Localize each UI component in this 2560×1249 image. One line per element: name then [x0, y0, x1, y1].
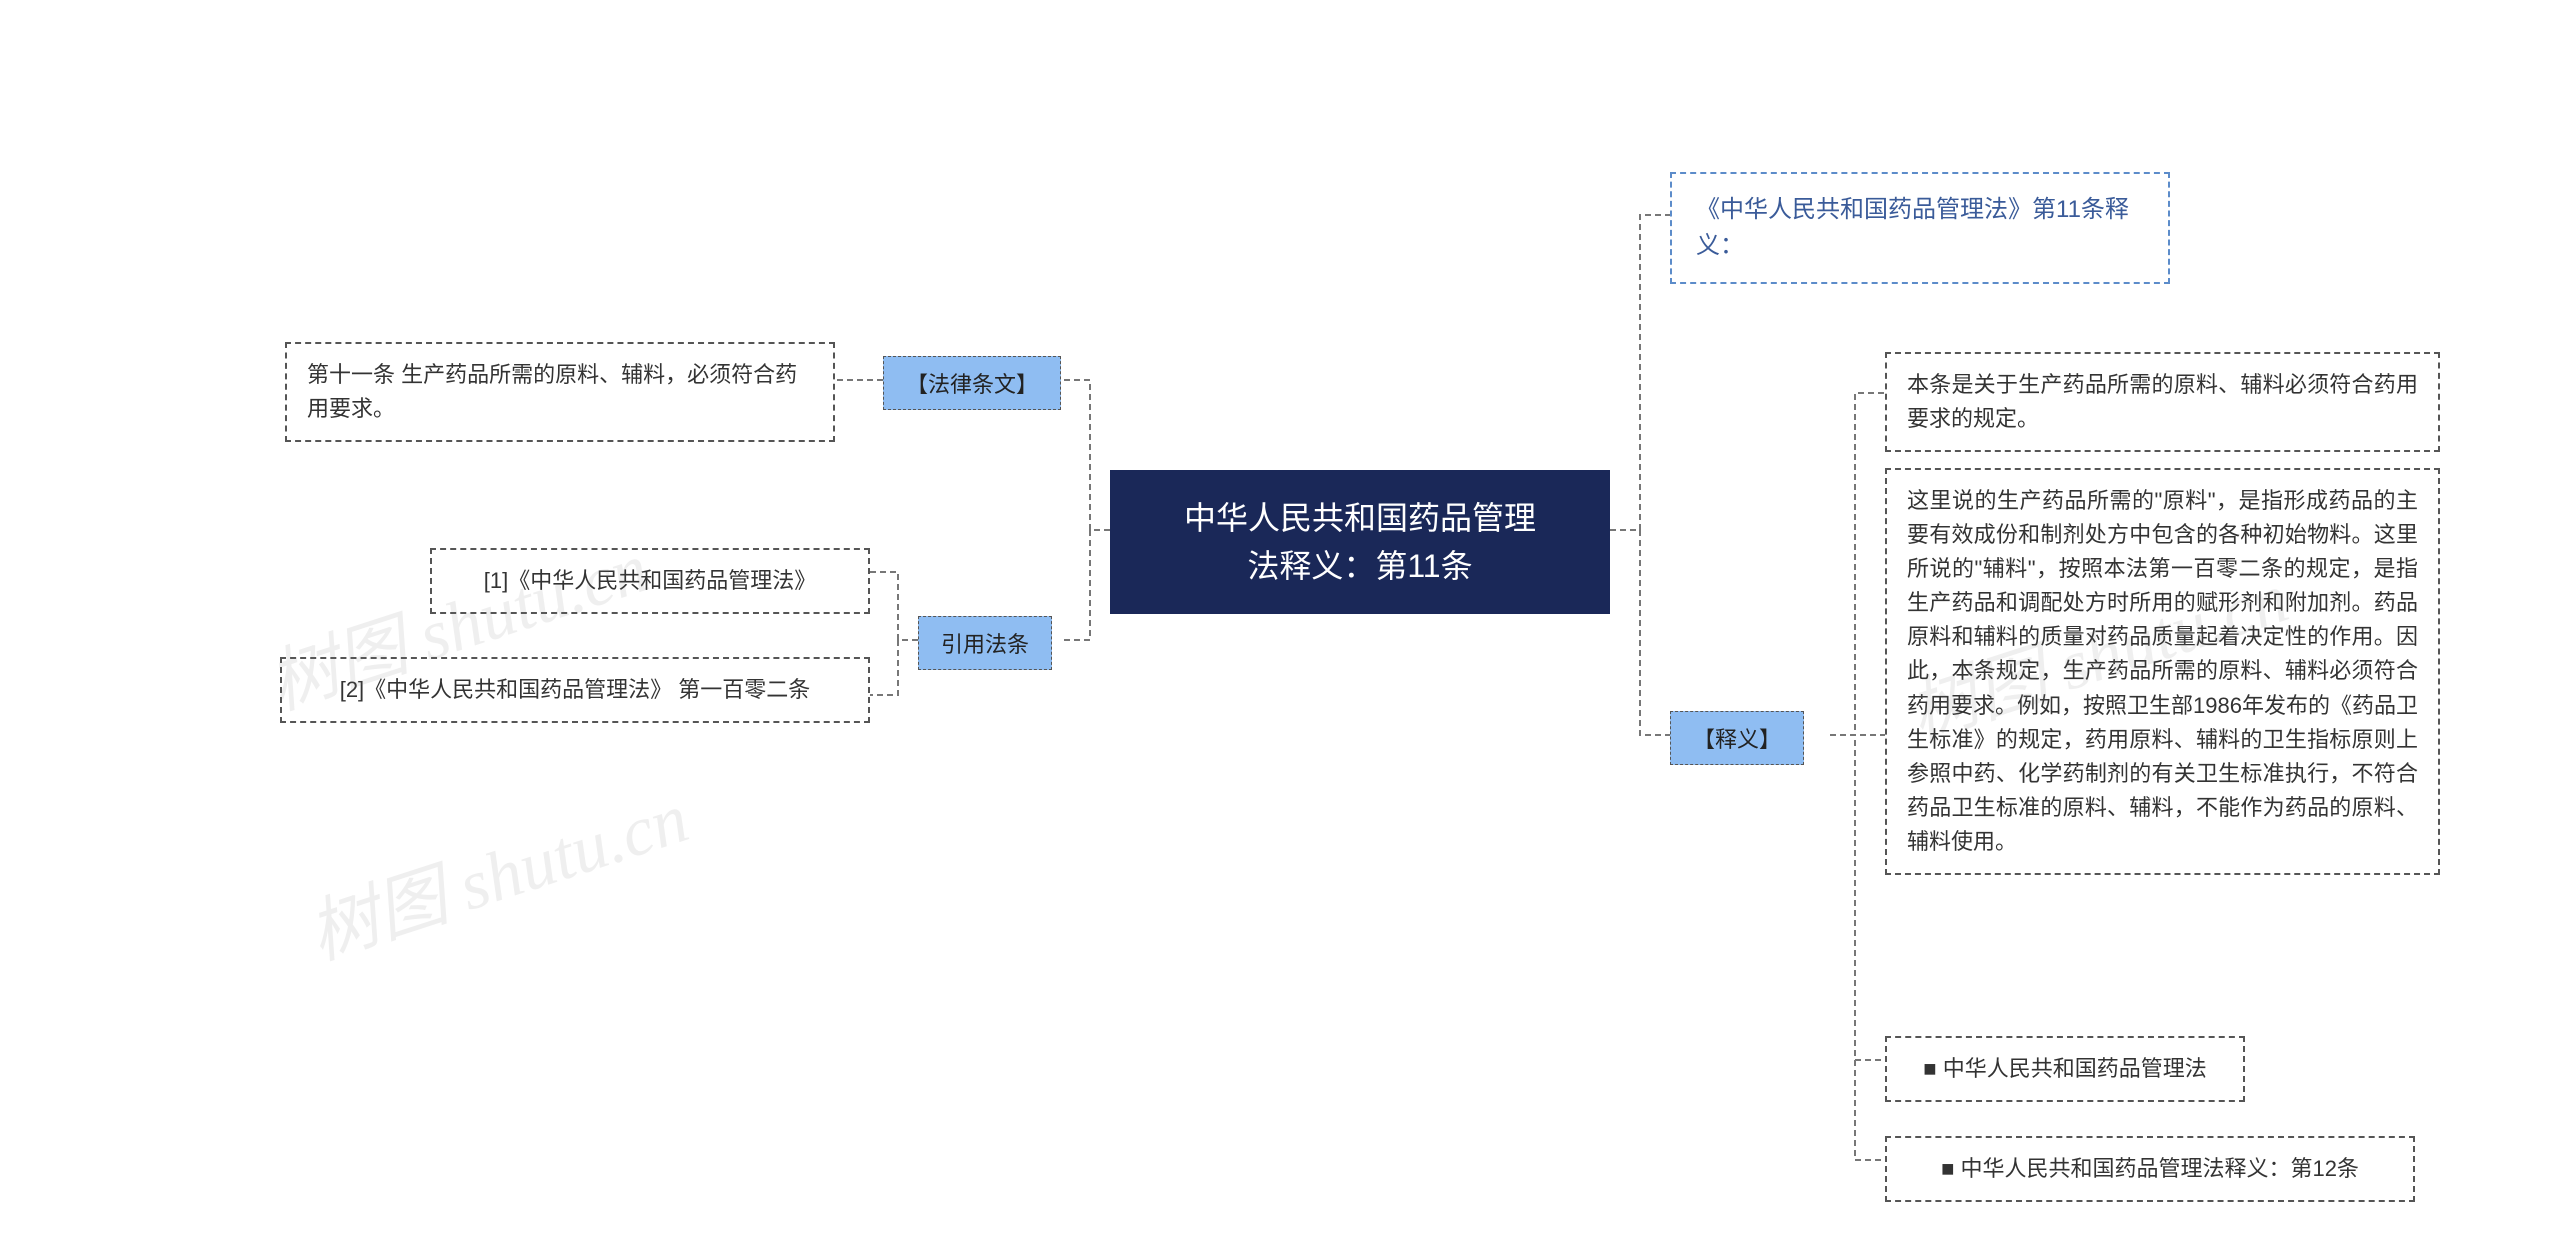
- law-text-content-node: 第十一条 生产药品所需的原料、辅料，必须符合药用要求。: [285, 342, 835, 442]
- ref-label-node: 引用法条: [918, 616, 1052, 670]
- bullet2-node: ■ 中华人民共和国药品管理法释义：第12条: [1885, 1136, 2415, 1202]
- interp2-node: 这里说的生产药品所需的"原料"，是指形成药品的主要有效成份和制剂处方中包含的各种…: [1885, 468, 2440, 875]
- right-header-node: 《中华人民共和国药品管理法》第11条释义：: [1670, 172, 2170, 284]
- ref1-text: [1]《中华人民共和国药品管理法》: [484, 564, 816, 598]
- root-title: 中华人民共和国药品管理 法释义：第11条: [1184, 494, 1536, 590]
- interp-label-node: 【释义】: [1670, 711, 1804, 765]
- interp2-text: 这里说的生产药品所需的"原料"，是指形成药品的主要有效成份和制剂处方中包含的各种…: [1907, 484, 2418, 859]
- ref2-text: [2]《中华人民共和国药品管理法》 第一百零二条: [340, 673, 811, 707]
- ref1-node: [1]《中华人民共和国药品管理法》: [430, 548, 870, 614]
- law-text-label-node: 【法律条文】: [883, 356, 1061, 410]
- right-header: 《中华人民共和国药品管理法》第11条释义：: [1696, 192, 2144, 264]
- bullet1-text: ■ 中华人民共和国药品管理法: [1923, 1052, 2206, 1086]
- bullet1-node: ■ 中华人民共和国药品管理法: [1885, 1036, 2245, 1102]
- interp-label: 【释义】: [1693, 722, 1781, 754]
- law-text-label: 【法律条文】: [906, 367, 1038, 399]
- interp1-text: 本条是关于生产药品所需的原料、辅料必须符合药用要求的规定。: [1907, 368, 2418, 436]
- root-node: 中华人民共和国药品管理 法释义：第11条: [1110, 470, 1610, 614]
- bullet2-text: ■ 中华人民共和国药品管理法释义：第12条: [1941, 1152, 2359, 1186]
- law-text-content: 第十一条 生产药品所需的原料、辅料，必须符合药用要求。: [307, 358, 813, 426]
- interp1-node: 本条是关于生产药品所需的原料、辅料必须符合药用要求的规定。: [1885, 352, 2440, 452]
- watermark: 树图 shutu.cn: [294, 762, 699, 979]
- ref2-node: [2]《中华人民共和国药品管理法》 第一百零二条: [280, 657, 870, 723]
- ref-label: 引用法条: [941, 627, 1029, 659]
